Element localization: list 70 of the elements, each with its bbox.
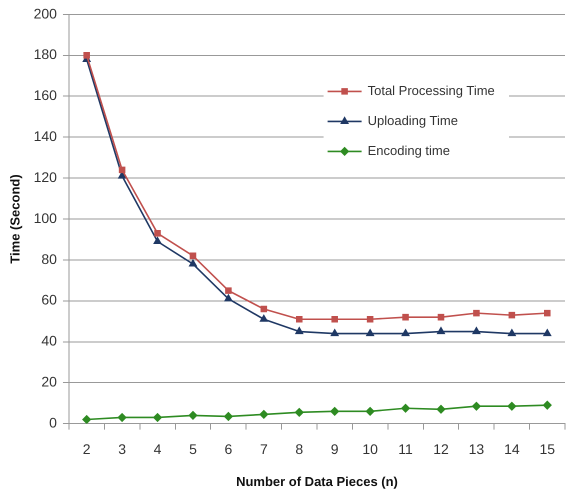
point — [224, 294, 232, 302]
y-tick-label: 160 — [34, 87, 58, 104]
point — [508, 402, 516, 411]
point — [508, 329, 516, 336]
legend-label: Encoding time — [368, 142, 450, 158]
x-tick-label: 9 — [330, 440, 339, 457]
point — [331, 316, 338, 323]
point — [190, 252, 196, 260]
y-tick-label: 20 — [41, 374, 58, 390]
point — [401, 404, 410, 413]
y-tick-label: 40 — [41, 332, 58, 349]
point — [118, 166, 126, 174]
point — [294, 408, 304, 417]
x-tick-label: 10 — [362, 440, 378, 457]
point — [260, 314, 268, 322]
point — [542, 400, 552, 410]
point — [544, 310, 551, 316]
point — [472, 327, 480, 334]
point — [436, 404, 446, 414]
point — [83, 52, 90, 59]
x-tick-label: 15 — [539, 440, 556, 457]
point — [330, 407, 339, 416]
x-tick-label: 4 — [154, 440, 162, 457]
x-tick-label: 8 — [295, 440, 304, 457]
point — [154, 237, 162, 244]
point — [543, 329, 552, 336]
x-tick-label: 7 — [260, 440, 268, 457]
y-axis-title: Time (Second) — [7, 174, 22, 264]
y-tick-label: 60 — [41, 292, 58, 308]
point — [438, 314, 444, 320]
y-tick-label: 0 — [49, 414, 58, 430]
point — [260, 410, 268, 419]
y-tick-label: 180 — [34, 46, 58, 62]
point — [153, 413, 162, 422]
legend-label: Uploading Time — [368, 112, 458, 128]
x-tick-label: 5 — [189, 440, 198, 457]
y-tick-label: 100 — [34, 210, 58, 226]
point — [295, 327, 304, 334]
point — [188, 411, 198, 420]
x-axis-title: Number of Data Pieces (n) — [236, 474, 398, 489]
point — [154, 230, 161, 237]
point — [225, 287, 232, 294]
x-tick-label: 2 — [82, 440, 91, 457]
point — [260, 306, 268, 312]
y-tick-label: 200 — [34, 5, 58, 22]
point — [118, 413, 126, 422]
point — [437, 327, 445, 334]
y-tick-label: 80 — [41, 250, 58, 267]
x-tick-label: 13 — [468, 440, 484, 457]
point — [330, 329, 339, 336]
y-tick-label: 140 — [34, 128, 58, 144]
y-tick-label: 120 — [34, 168, 58, 185]
legend-label: Total Processing Time — [368, 82, 495, 98]
point — [472, 402, 481, 411]
point — [366, 329, 374, 336]
point — [366, 316, 374, 323]
x-tick-label: 12 — [433, 440, 449, 457]
x-tick-label: 14 — [504, 440, 520, 457]
x-tick-label: 6 — [224, 440, 232, 457]
point — [189, 260, 197, 267]
point — [366, 407, 374, 416]
point — [473, 310, 480, 316]
point — [82, 415, 91, 424]
point — [508, 312, 516, 318]
point — [402, 314, 409, 320]
x-tick-label: 3 — [118, 440, 126, 457]
point — [296, 316, 303, 323]
point — [402, 329, 410, 336]
x-tick-label: 11 — [398, 440, 414, 457]
point — [224, 412, 233, 421]
